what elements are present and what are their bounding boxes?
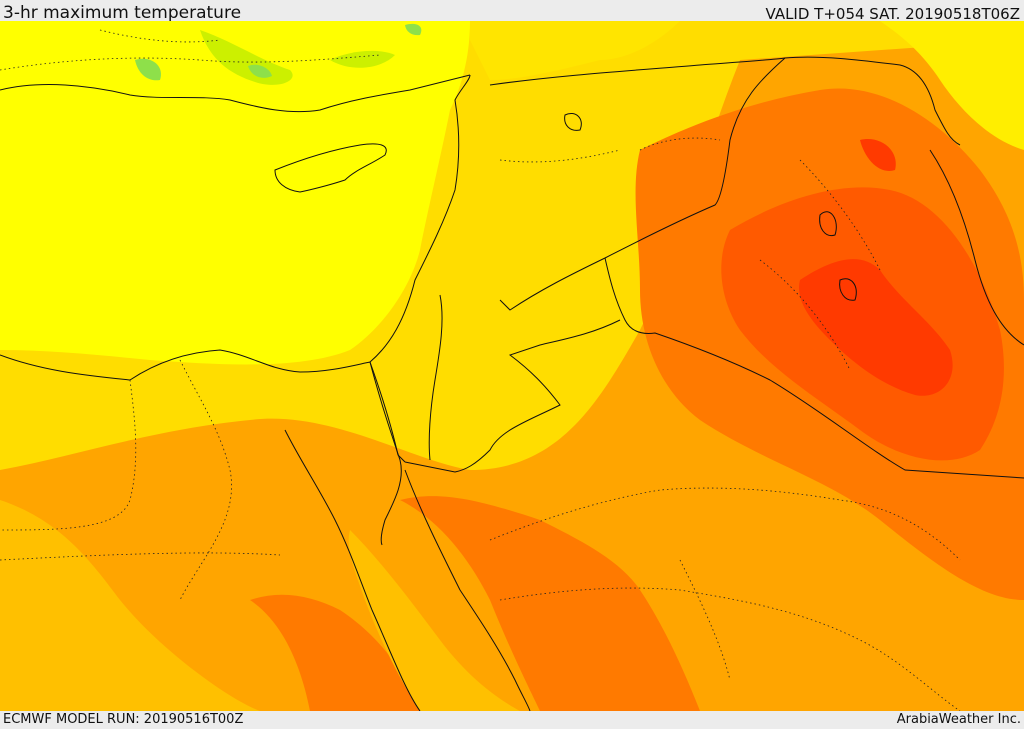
border-turkey-syria: [489, 57, 786, 86]
header-bar: 3-hr maximum temperature VALID T+054 SAT…: [0, 0, 1024, 23]
iraq-province-1: [799, 159, 881, 271]
coastlines: [0, 74, 1024, 711]
field-dark-orange-egypt: [250, 594, 420, 711]
turkey-province-2: [99, 29, 221, 43]
province-boundaries: [0, 29, 961, 711]
field-yellow-northeast: [880, 21, 1024, 150]
field-green-3: [405, 23, 422, 36]
syria-province-1: [639, 137, 721, 151]
field-dark-orange-south: [400, 496, 700, 711]
field-green-2: [135, 58, 161, 81]
lake-1: [819, 211, 837, 237]
border-iraq-saudi: [604, 257, 1024, 479]
lake-2: [839, 278, 857, 301]
egypt-province-3: [0, 552, 281, 561]
med-southeast-coast: [0, 74, 471, 381]
field-yellow-med: [0, 21, 470, 365]
country-borders: [369, 56, 1024, 479]
saudi-province-3: [679, 559, 731, 681]
border-jordan-west: [428, 294, 443, 461]
border-iraq-iran-north: [784, 56, 961, 146]
red-sea-west-coast: [284, 429, 421, 711]
field-green-1: [248, 64, 272, 78]
field-red: [799, 259, 953, 396]
credit-label: ArabiaWeather Inc.: [896, 712, 1021, 727]
field-yellow-green-1: [200, 30, 293, 85]
saudi-province-2: [499, 587, 961, 711]
valid-time-label: VALID T+054 SAT. 20190518T06Z: [765, 5, 1020, 23]
border-syria-iraq: [499, 57, 786, 311]
red-sea-east-coast: [404, 469, 531, 711]
temperature-map: [0, 21, 1024, 711]
field-red-sea: [348, 530, 520, 711]
field-light-orange-west: [0, 500, 260, 711]
turkey-south-coast: [0, 74, 471, 113]
field-red-2: [860, 139, 896, 171]
map-title: 3-hr maximum temperature: [3, 3, 242, 23]
sinai-east-coast: [369, 361, 402, 546]
footer-bar: ECMWF MODEL RUN: 20190516T00Z ArabiaWeat…: [0, 711, 1024, 729]
gulf-coast: [929, 149, 1024, 346]
field-yellow-north: [470, 21, 680, 80]
cyprus-coast: [274, 143, 387, 193]
saudi-province-1: [489, 487, 961, 561]
border-egypt-israel: [369, 361, 406, 463]
lake-3: [564, 113, 582, 131]
border-jordan-saudi: [404, 319, 621, 473]
model-run-label: ECMWF MODEL RUN: 20190516T00Z: [3, 712, 244, 727]
field-yellow-green-2: [330, 50, 395, 68]
map-svg: [0, 21, 1024, 711]
